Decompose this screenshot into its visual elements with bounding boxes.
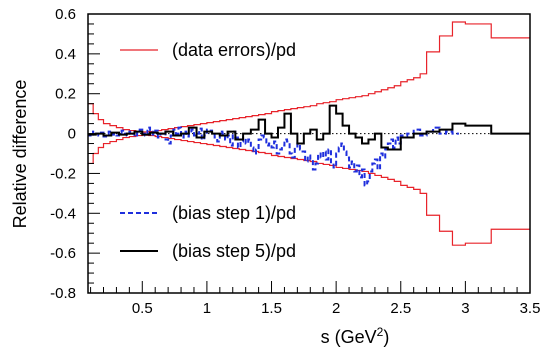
x-axis-title-superscript: 2	[377, 325, 384, 339]
y-tick-label: 0.4	[55, 46, 76, 63]
legend-entry-bias-step-5: (bias step 5)/pd	[120, 241, 296, 261]
legend-entry-data-errors: (data errors)/pd	[120, 40, 296, 60]
x-tick-label: 0.5	[132, 300, 153, 317]
legend-label-bias-step-5: (bias step 5)/pd	[172, 241, 296, 261]
legend: (data errors)/pd (bias step 1)/pd (bias …	[120, 40, 296, 261]
x-tick-label: 2	[332, 300, 340, 317]
x-tick-label: 3	[461, 300, 469, 317]
x-tick-label: 1.5	[261, 300, 282, 317]
y-tick-label: -0.4	[50, 205, 76, 222]
series-bias-step-1	[88, 126, 459, 187]
x-axis-title: s (GeV2)	[321, 325, 390, 347]
legend-entry-bias-step-1: (bias step 1)/pd	[120, 203, 296, 223]
y-tick-label: -0.6	[50, 245, 76, 262]
x-tick-label: 2.5	[390, 300, 411, 317]
y-tick-label: -0.8	[50, 285, 76, 302]
series-bias-step-5	[88, 104, 530, 151]
x-tick-label: 3.5	[520, 300, 541, 317]
x-axis: 0.5 1 1.5 2 2.5 3 3.5	[90, 281, 541, 317]
x-axis-title-close: )	[383, 327, 389, 347]
y-tick-label: 0	[68, 126, 76, 143]
x-axis-title-main: s (GeV	[321, 327, 377, 347]
y-axis: -0.8 -0.6 -0.4 -0.2 0 0.2 0.4 0.6	[50, 6, 100, 302]
series-data-errors-lower	[88, 134, 530, 246]
x-tick-label: 1	[203, 300, 211, 317]
y-axis-title: Relative difference	[10, 80, 30, 229]
legend-label-data-errors: (data errors)/pd	[172, 40, 296, 60]
legend-label-bias-step-1: (bias step 1)/pd	[172, 203, 296, 223]
y-tick-label: -0.2	[50, 165, 76, 182]
y-tick-label: 0.2	[55, 86, 76, 103]
plot-area	[88, 21, 530, 246]
y-tick-label: 0.6	[55, 6, 76, 23]
series-data-errors-upper	[88, 21, 530, 133]
